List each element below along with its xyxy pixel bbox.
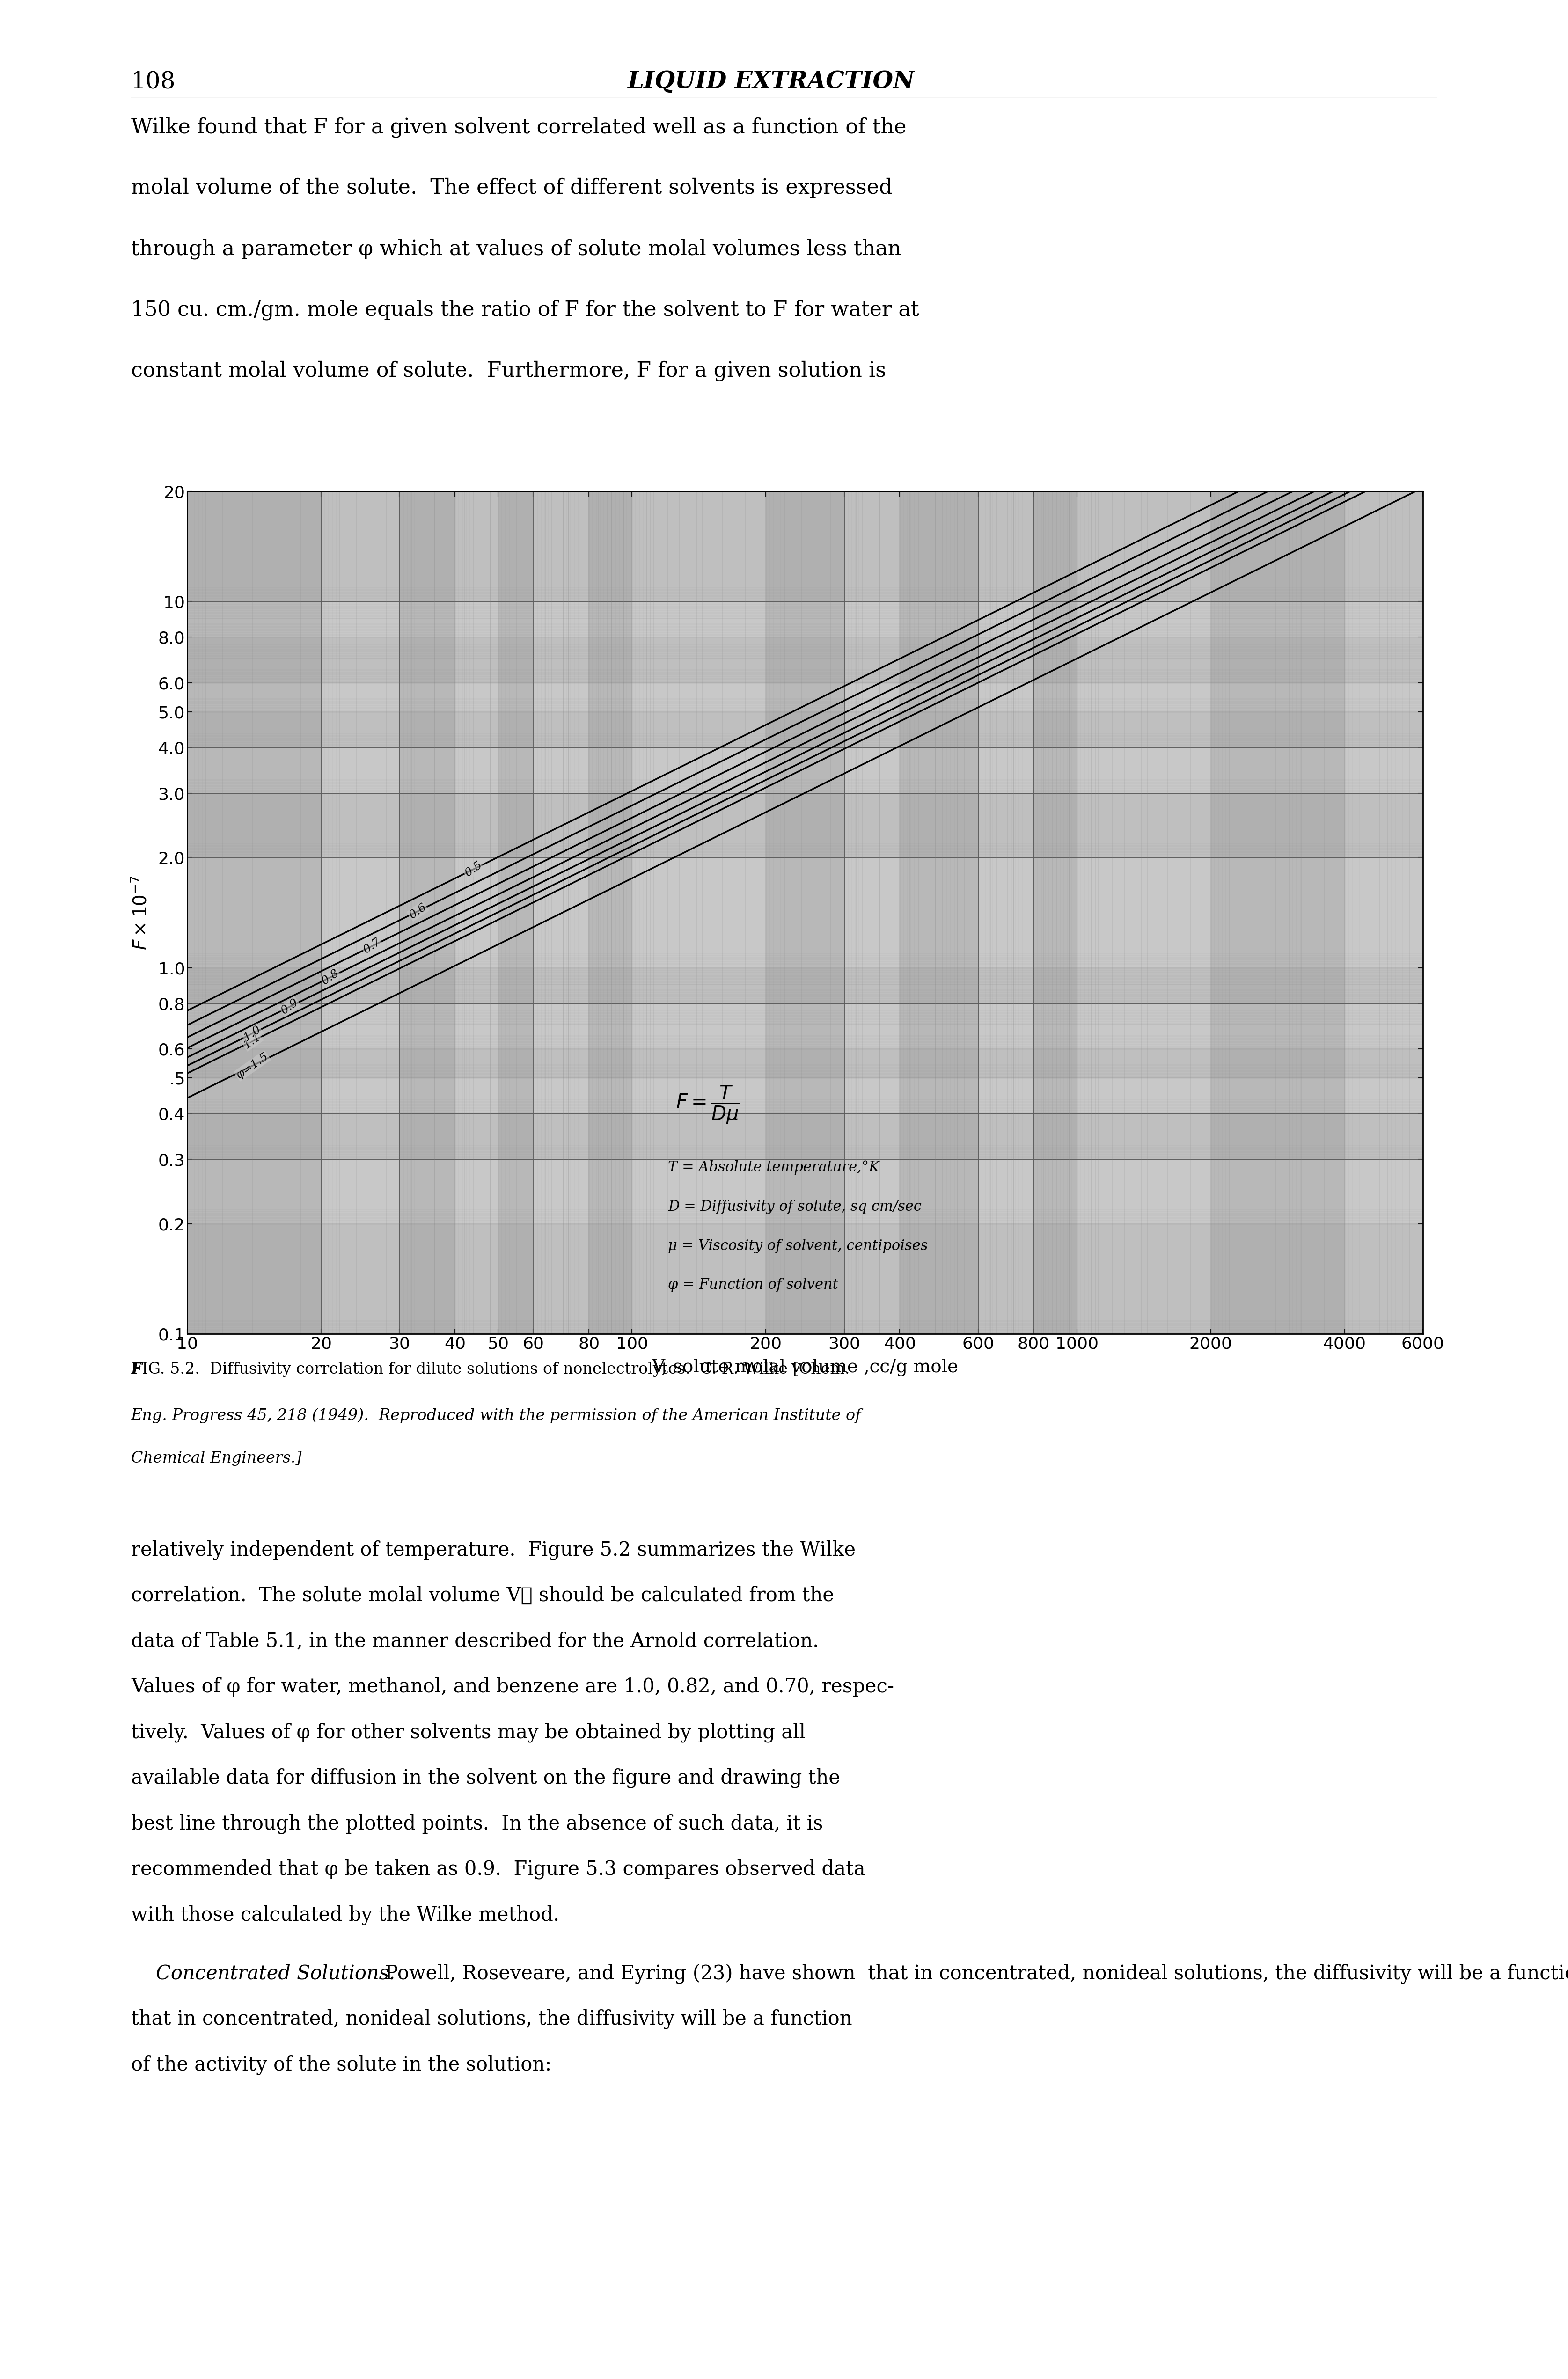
Text: 0.6: 0.6 (408, 902, 428, 921)
Bar (533, 492, 590, 1335)
Text: best line through the plotted points.  In the absence of such data, it is: best line through the plotted points. In… (132, 1813, 823, 1834)
Bar (590, 492, 632, 1335)
Text: recommended that φ be taken as 0.9.  Figure 5.3 compares observed data: recommended that φ be taken as 0.9. Figu… (132, 1860, 866, 1879)
Text: FIG. 5.2.  Diffusivity correlation for dilute solutions of nonelectrolytes.  C. : FIG. 5.2. Diffusivity correlation for di… (132, 1361, 850, 1377)
Bar (187, 1049, 1422, 1078)
Text: φ=1.5: φ=1.5 (234, 1052, 270, 1080)
Text: T = Absolute temperature,°K: T = Absolute temperature,°K (668, 1161, 880, 1175)
Text: molal volume of the solute.  The effect of different solvents is expressed: molal volume of the solute. The effect o… (132, 178, 892, 197)
Bar (187, 492, 1422, 602)
Bar (187, 1159, 1422, 1223)
Y-axis label: $F \times 10^{-7}$: $F \times 10^{-7}$ (132, 875, 151, 949)
Bar (187, 638, 1422, 683)
Bar (187, 492, 321, 1335)
Text: data of Table 5.1, in the manner described for the Arnold correlation.: data of Table 5.1, in the manner describ… (132, 1632, 818, 1651)
Bar (187, 1004, 1422, 1049)
Text: Values of φ for water, methanol, and benzene are 1.0, 0.82, and 0.70, respec-: Values of φ for water, methanol, and ben… (132, 1677, 894, 1696)
Text: Powell, Roseveare, and Eyring (23) have shown  that in concentrated, nonideal so: Powell, Roseveare, and Eyring (23) have … (373, 1963, 1568, 1984)
Text: tively.  Values of φ for other solvents may be obtained by plotting all: tively. Values of φ for other solvents m… (132, 1722, 806, 1741)
Text: μ = Viscosity of solvent, centipoises: μ = Viscosity of solvent, centipoises (668, 1239, 928, 1254)
Text: available data for diffusion in the solvent on the figure and drawing the: available data for diffusion in the solv… (132, 1768, 840, 1789)
Bar (187, 968, 1422, 1004)
Bar (187, 602, 1422, 638)
Text: LIQUID EXTRACTION: LIQUID EXTRACTION (627, 71, 914, 93)
Text: Eng. Progress 45, 218 (1949).  Reproduced with the permission of the American In: Eng. Progress 45, 218 (1949). Reproduced… (132, 1408, 861, 1423)
Bar (321, 492, 400, 1335)
Text: of the activity of the solute in the solution:: of the activity of the solute in the sol… (132, 2055, 552, 2074)
Text: Wilke found that F for a given solvent correlated well as a function of the: Wilke found that F for a given solvent c… (132, 117, 906, 138)
Bar (400, 492, 455, 1335)
Bar (978, 492, 1033, 1335)
Text: 0.9: 0.9 (279, 997, 301, 1016)
Bar (1077, 492, 1210, 1335)
Text: φ = Function of solvent: φ = Function of solvent (668, 1278, 839, 1292)
Text: 1.0: 1.0 (241, 1023, 263, 1044)
Bar (1210, 492, 1345, 1335)
Bar (187, 1113, 1422, 1159)
Bar (187, 711, 1422, 747)
Bar (187, 747, 1422, 792)
Bar (187, 856, 1422, 968)
Text: 0.5: 0.5 (463, 859, 485, 878)
Text: 1.1: 1.1 (241, 1032, 263, 1052)
Text: D = Diffusivity of solute, sq cm/sec: D = Diffusivity of solute, sq cm/sec (668, 1199, 922, 1213)
Bar (900, 492, 978, 1335)
Bar (632, 492, 765, 1335)
Text: 108: 108 (132, 71, 176, 93)
Text: $F = \dfrac{T}{D\mu}$: $F = \dfrac{T}{D\mu}$ (676, 1085, 740, 1125)
Text: with those calculated by the Wilke method.: with those calculated by the Wilke metho… (132, 1906, 560, 1925)
Bar (1033, 492, 1077, 1335)
Text: correlation.  The solute molal volume V⁁ should be calculated from the: correlation. The solute molal volume V⁁ … (132, 1584, 834, 1606)
Bar (499, 492, 533, 1335)
Text: Chemical Engineers.]: Chemical Engineers.] (132, 1451, 301, 1465)
Bar (844, 492, 900, 1335)
X-axis label: V, solute molal volume ,cc/g mole: V, solute molal volume ,cc/g mole (652, 1358, 958, 1375)
Bar (1345, 492, 1422, 1335)
Text: that in concentrated, nonideal solutions, the diffusivity will be a function: that in concentrated, nonideal solutions… (132, 2010, 851, 2029)
Text: Concentrated Solutions.: Concentrated Solutions. (132, 1963, 395, 1984)
Text: through a parameter φ which at values of solute molal volumes less than: through a parameter φ which at values of… (132, 238, 902, 259)
Text: 0.8: 0.8 (320, 968, 342, 987)
Text: relatively independent of temperature.  Figure 5.2 summarizes the Wilke: relatively independent of temperature. F… (132, 1539, 856, 1561)
Text: 0.7: 0.7 (361, 937, 383, 956)
Bar (187, 1078, 1422, 1113)
Bar (455, 492, 499, 1335)
Bar (187, 792, 1422, 856)
Text: constant molal volume of solute.  Furthermore, F for a given solution is: constant molal volume of solute. Further… (132, 359, 886, 381)
Text: F: F (132, 1361, 143, 1377)
Bar (187, 1223, 1422, 1335)
Bar (765, 492, 844, 1335)
Text: 150 cu. cm./gm. mole equals the ratio of F for the solvent to F for water at: 150 cu. cm./gm. mole equals the ratio of… (132, 300, 919, 321)
Bar (187, 683, 1422, 711)
